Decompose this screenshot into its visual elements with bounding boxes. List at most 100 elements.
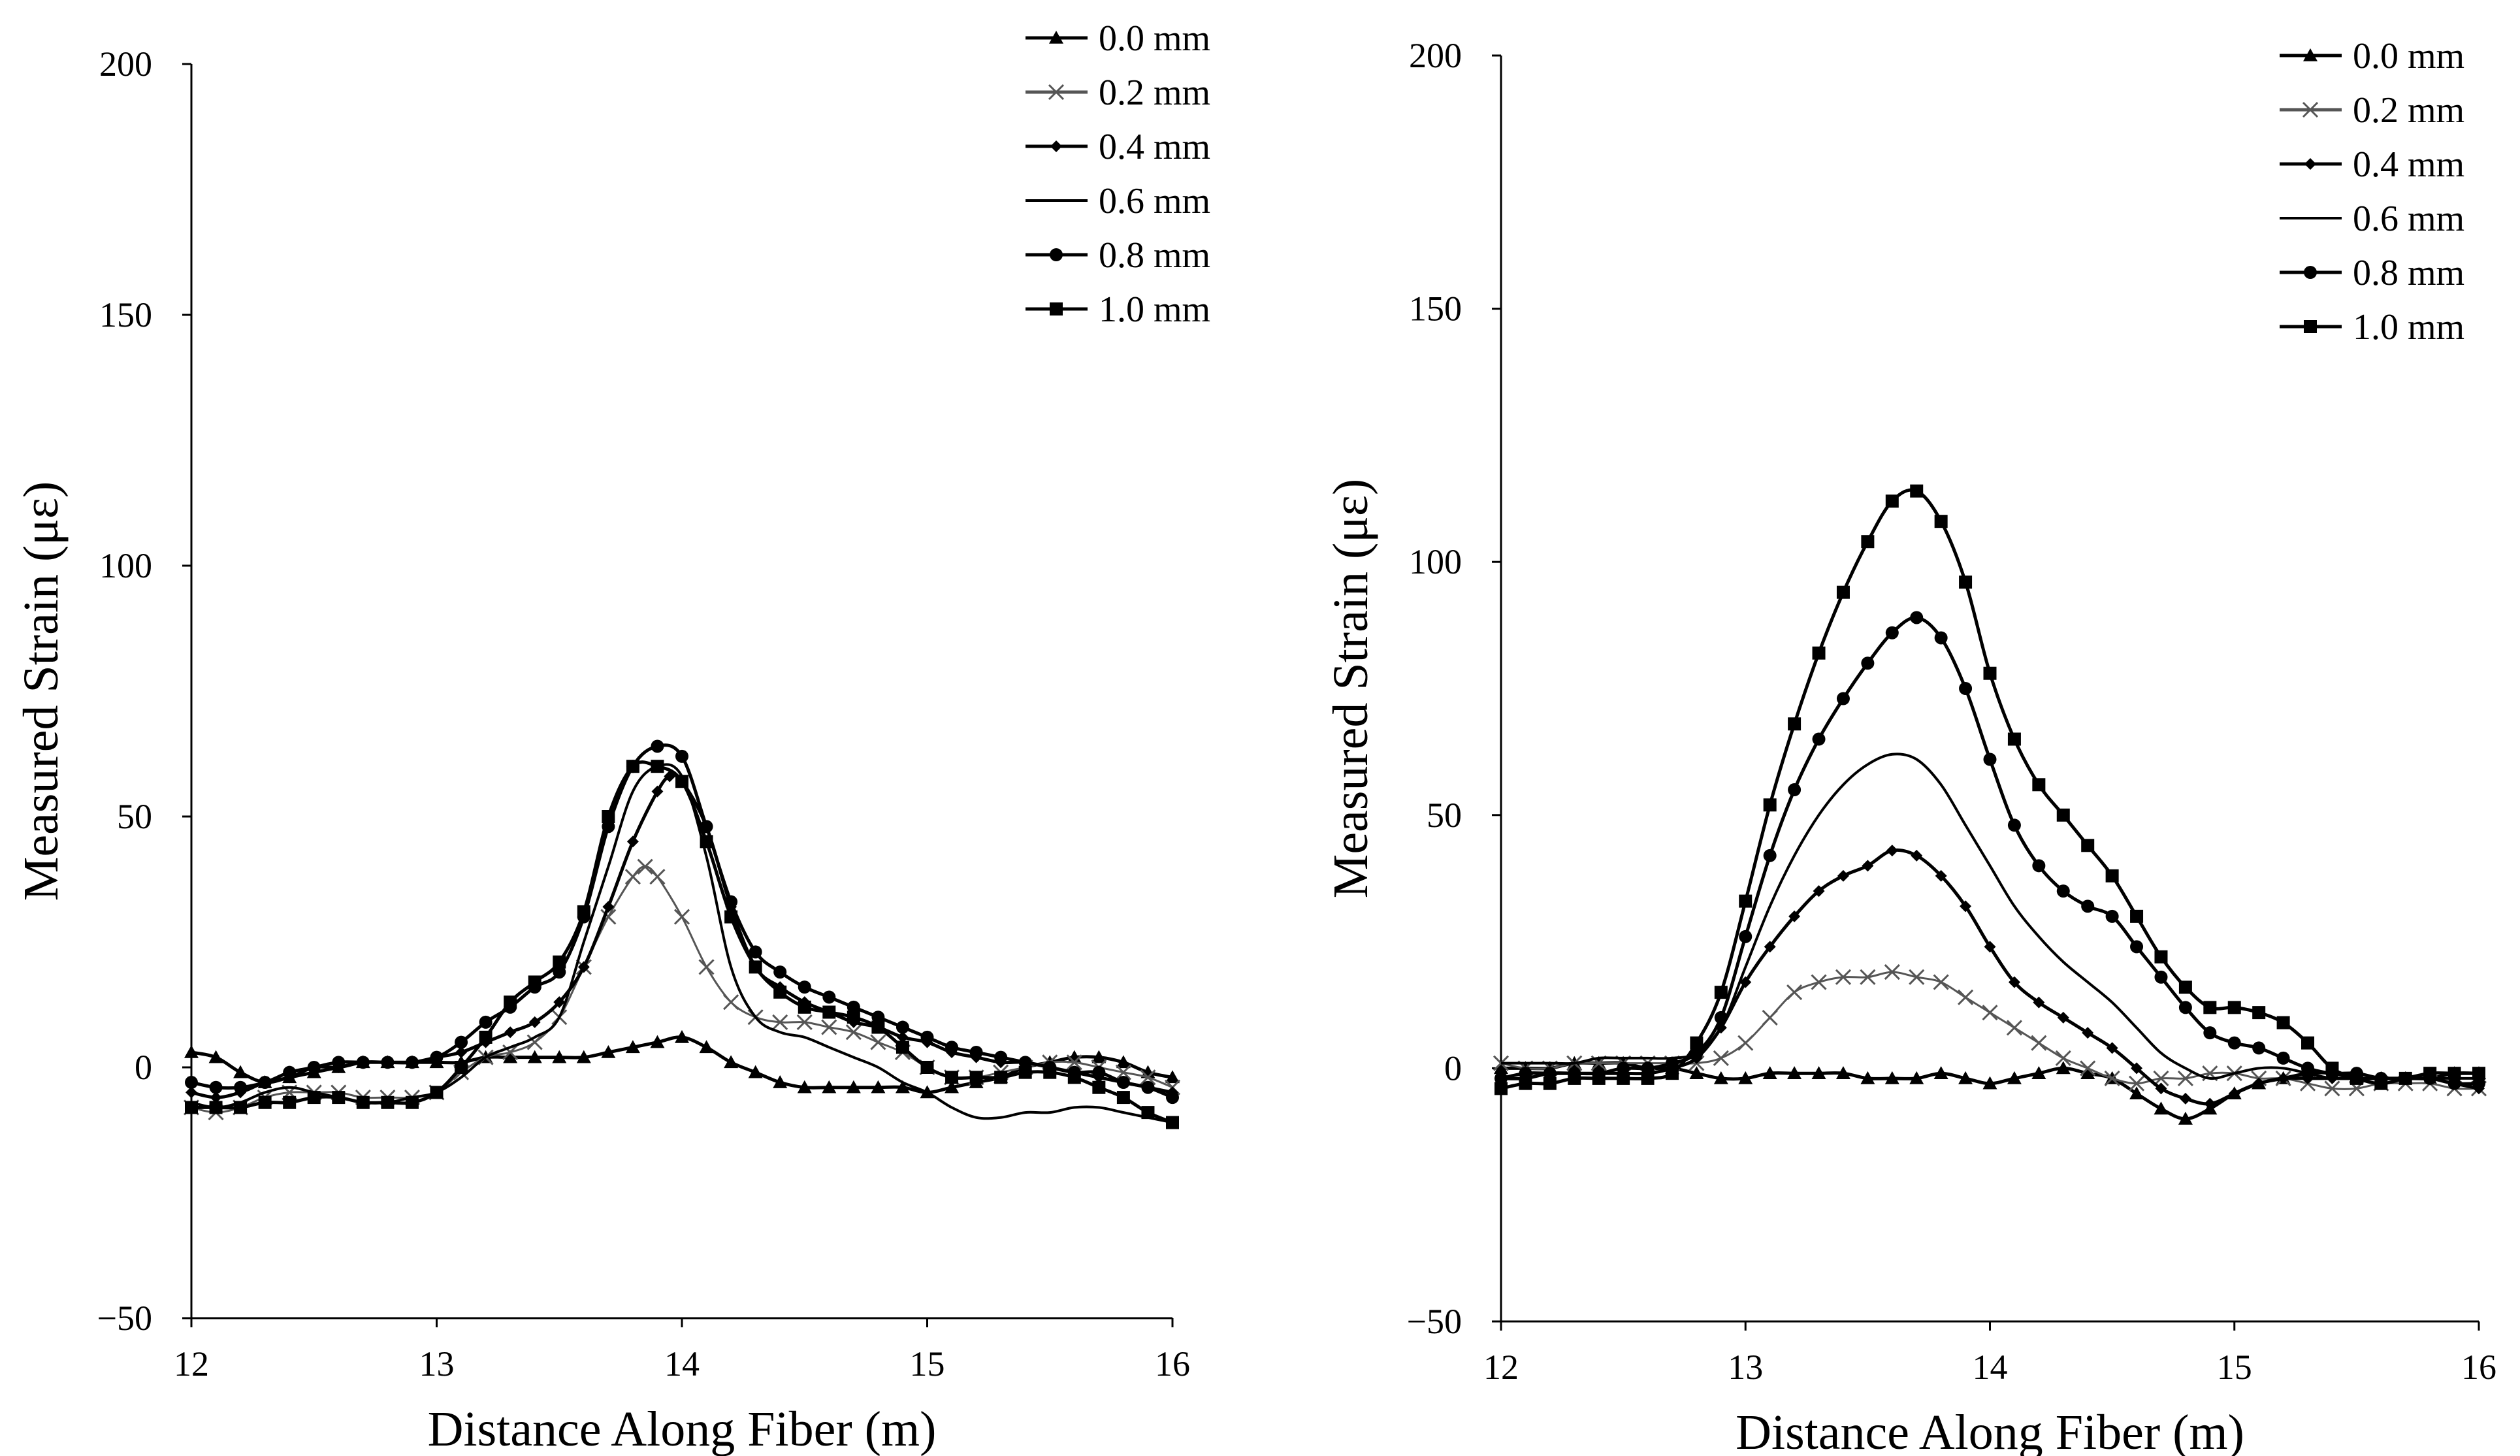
data-point — [2178, 980, 2192, 994]
legend-item: 0.8 mm — [1026, 235, 1210, 276]
x-axis-title: Distance Along Fiber (m) — [428, 1402, 937, 1456]
data-point — [2302, 1072, 2314, 1084]
y-tick-label: 0 — [1444, 1048, 1462, 1088]
x-tick-label: 15 — [2217, 1348, 2252, 1387]
data-point — [1787, 1066, 1802, 1079]
data-point — [724, 1055, 739, 1069]
data-point — [1165, 1070, 1180, 1084]
data-point — [1860, 1071, 1875, 1084]
data-point — [1617, 1071, 1630, 1085]
y-tick-label: 50 — [1427, 796, 1462, 835]
data-point — [283, 1095, 297, 1109]
data-point — [1934, 515, 1948, 528]
data-point — [772, 1014, 788, 1030]
data-point — [625, 1040, 640, 1054]
data-point — [2056, 1061, 2071, 1075]
data-point — [2253, 1077, 2265, 1090]
data-point — [1958, 989, 1974, 1005]
data-point — [1933, 1066, 1948, 1079]
data-point — [2228, 1088, 2240, 1100]
data-point — [1713, 1071, 1728, 1084]
legend-item: 0.8 mm — [2280, 253, 2464, 293]
x-tick-label: 16 — [2461, 1348, 2496, 1387]
data-point — [2276, 1051, 2290, 1065]
data-point — [1935, 869, 1947, 882]
data-point — [699, 1040, 714, 1054]
data-point — [1983, 666, 1997, 680]
data-point — [552, 1050, 567, 1063]
y-axis-title: Measured Strain (με) — [1323, 479, 1378, 898]
data-point — [1861, 656, 1875, 670]
data-point — [2447, 1076, 2461, 1090]
data-point — [822, 1080, 837, 1093]
data-point — [822, 990, 836, 1004]
x-tick-label: 12 — [174, 1344, 209, 1383]
data-point — [1665, 1067, 1679, 1080]
data-point — [749, 945, 762, 959]
data-point — [1116, 1091, 1130, 1105]
data-point — [871, 1020, 885, 1034]
data-point — [577, 905, 590, 918]
data-point — [479, 1030, 493, 1044]
data-point — [577, 961, 590, 973]
data-point — [651, 739, 664, 753]
data-point — [1959, 575, 1973, 589]
data-point — [1812, 646, 1826, 660]
data-point — [527, 1050, 542, 1063]
data-point — [2154, 970, 2168, 984]
legend-marker — [2302, 101, 2319, 118]
data-point — [2057, 1011, 2069, 1024]
data-point — [1494, 1071, 1508, 1085]
data-point — [1166, 1116, 1179, 1129]
data-point — [2154, 950, 2168, 963]
data-point — [1886, 845, 1898, 857]
data-point — [673, 909, 690, 925]
x-tick-label: 14 — [1973, 1348, 2008, 1387]
data-point — [2178, 1001, 2192, 1014]
data-point — [651, 785, 664, 798]
legend-marker — [1050, 140, 1062, 152]
data-point — [1885, 626, 1899, 639]
legend-item: 1.0 mm — [2280, 307, 2464, 348]
data-point — [602, 810, 615, 823]
data-point — [2350, 1071, 2363, 1085]
data-point — [2227, 1036, 2241, 1050]
data-point — [1519, 1067, 1532, 1080]
data-point — [1910, 611, 1924, 624]
data-point — [700, 835, 713, 849]
legend-label: 0.6 mm — [1099, 181, 1210, 221]
data-point — [332, 1056, 346, 1069]
data-point — [896, 1031, 909, 1043]
data-point — [2325, 1061, 2339, 1075]
data-point — [1984, 941, 1996, 953]
data-point — [1960, 900, 1972, 913]
data-point — [798, 1000, 811, 1014]
data-point — [209, 1080, 223, 1094]
data-point — [234, 1101, 248, 1114]
y-tick-label: 150 — [99, 295, 152, 334]
legend-marker — [1050, 248, 1063, 261]
data-point — [455, 1035, 468, 1049]
series-0-2-mmmm — [183, 858, 1181, 1121]
data-point — [332, 1091, 346, 1105]
data-point — [2006, 1020, 2022, 1036]
data-point — [1690, 1036, 1704, 1050]
series-line — [191, 773, 1173, 1099]
data-point — [1764, 941, 1776, 953]
data-point — [1909, 1071, 1924, 1084]
data-point — [1860, 969, 1876, 985]
data-point — [748, 1065, 763, 1078]
legend-label: 0.0 mm — [2353, 36, 2464, 76]
data-point — [2007, 732, 2021, 746]
data-point — [258, 1095, 272, 1109]
data-point — [896, 1020, 909, 1034]
data-point — [2204, 1097, 2216, 1110]
data-point — [2276, 1016, 2290, 1029]
y-tick-label: 150 — [1409, 289, 1462, 329]
data-point — [1983, 752, 1997, 766]
y-axis-title: Measured Strain (με) — [14, 481, 69, 901]
y-tick-label: 50 — [117, 797, 152, 836]
legend-label: 1.0 mm — [2353, 307, 2464, 348]
data-point — [1933, 974, 1949, 990]
data-point — [356, 1056, 370, 1069]
